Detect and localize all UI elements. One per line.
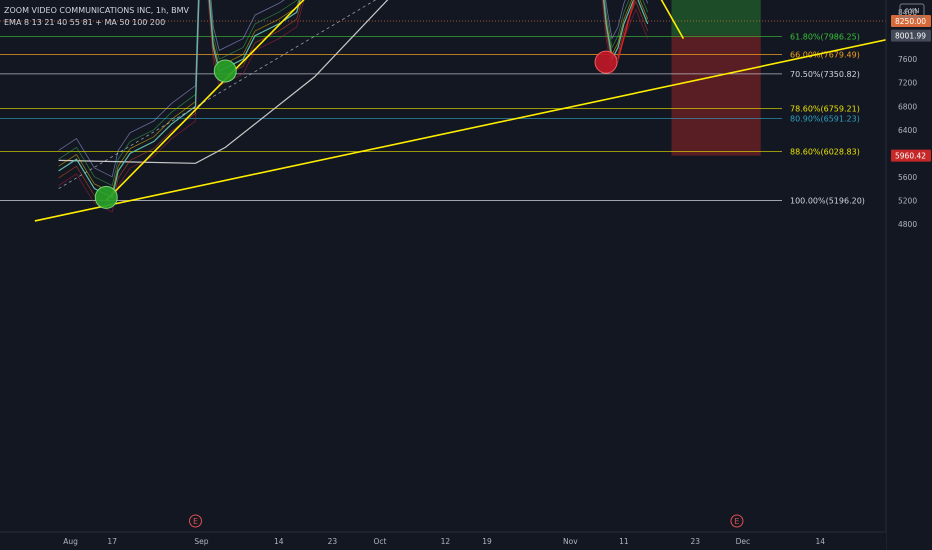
earnings-event-icon (189, 514, 202, 528)
earnings-event-label: E (734, 517, 739, 526)
x-tick-label: 23 (691, 537, 701, 546)
fib-level-label: 70.50%(7350.82) (790, 70, 860, 79)
projection-path (617, 0, 636, 60)
x-tick-label: Sep (194, 537, 208, 546)
price-tag (891, 29, 931, 42)
y-tick-label: 5200 (898, 196, 917, 205)
price-line (58, 0, 649, 199)
y-tick-label: 7200 (898, 79, 917, 88)
ema-ribbon-line (58, 0, 649, 194)
y-tick-label: 7600 (898, 55, 917, 64)
green-pivot-marker (94, 185, 118, 209)
x-tick-label: 11 (619, 537, 629, 546)
y-tick-label: 8400 (898, 8, 917, 17)
stop-loss-zone (671, 35, 761, 156)
ema-ribbon-line (58, 0, 649, 206)
x-tick-label: 14 (274, 537, 284, 546)
projection-segment (617, 0, 636, 60)
earnings-event-icon (730, 514, 744, 528)
price-tag-label: 5960.42 (895, 152, 926, 161)
earnings-event-label: E (193, 517, 198, 526)
trendline (105, 0, 305, 201)
fib-level-label: 88.60%(6028.83) (790, 148, 860, 157)
fib-level-label: 66.00%(7679.49) (790, 51, 860, 60)
x-tick-label: Dec (736, 537, 751, 546)
x-tick-label: Oct (373, 537, 386, 546)
take-profit-zone (671, 0, 761, 36)
x-tick-label: 12 (441, 537, 451, 546)
price-tag (891, 15, 931, 27)
y-tick-label: 5600 (898, 173, 917, 182)
fib-level-label: 78.60%(6759.21) (790, 105, 860, 114)
x-tick-label: Nov (563, 537, 578, 546)
price-tag (891, 149, 931, 162)
ema-ribbon-line (58, 0, 649, 187)
ema-ribbon-line (58, 0, 649, 213)
green-pivot-marker (213, 59, 237, 83)
x-tick-label: Aug (63, 537, 78, 546)
y-tick-label: 6800 (898, 102, 917, 111)
fib-level-label: 61.80%(7986.25) (790, 33, 860, 42)
indicator-legend: EMA 8 13 21 40 55 81 + MA 50 100 200 (4, 18, 166, 27)
x-tick-label: 19 (482, 537, 492, 546)
ma-200-line (58, 0, 389, 164)
x-tick-label: 17 (107, 537, 117, 546)
y-tick-label: 4800 (898, 220, 917, 229)
red-pivot-marker (594, 50, 618, 74)
x-tick-label: 14 (815, 537, 825, 546)
price-axis-panel (886, 0, 932, 550)
logo-badge-text: AXN (905, 7, 920, 15)
ema-ribbon-line (58, 0, 649, 178)
price-tag-label: 8250.00 (895, 17, 926, 26)
price-tag-label: 8001.99 (895, 32, 926, 41)
fib-level-label: 80.90%(6591.23) (790, 115, 860, 124)
fib-level-label: 100.00%(5196.20) (790, 197, 865, 206)
chart-title: ZOOM VIDEO COMMUNICATIONS INC, 1h, BMV (4, 6, 190, 15)
logo-badge (899, 3, 925, 18)
time-axis-panel (0, 532, 886, 550)
y-tick-label: 6400 (898, 126, 917, 135)
trendline (34, 37, 892, 222)
trendline (58, 0, 377, 189)
x-tick-label: 23 (328, 537, 338, 546)
